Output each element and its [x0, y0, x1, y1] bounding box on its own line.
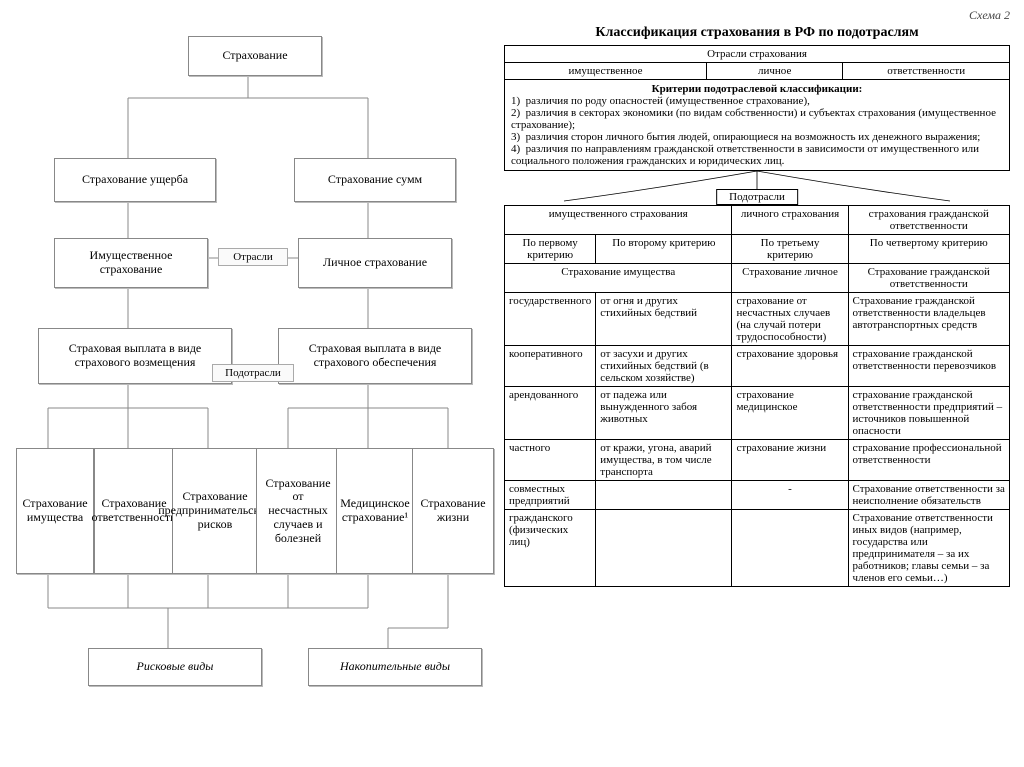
right-panel: Схема 2 Классификация страхования в РФ п…	[504, 8, 1010, 748]
node-risk-types: Рисковые виды	[88, 648, 262, 686]
branch-col: имущественное	[505, 63, 707, 80]
criteria-header: Критерии подотраслевой классификации:	[511, 83, 1003, 95]
th: Страхование имущества	[505, 264, 732, 293]
flowchart: Страхование Страхование ущерба Страхован…	[8, 8, 488, 748]
th: По четвертому критерию	[848, 235, 1009, 264]
criteria-item: 3) различия сторон личного бытия людей, …	[511, 131, 1003, 143]
th: имущественного страхования	[505, 206, 732, 235]
node-personal: Личное страхование	[298, 238, 452, 288]
leaf-medical: Медицинское страхование¹	[336, 448, 414, 574]
table-row: гражданского (физических лиц) Страховани…	[505, 510, 1010, 587]
th: По второму критерию	[596, 235, 732, 264]
node-damage: Страхование ущерба	[54, 158, 216, 202]
criteria-item: 4) различия по направлениям гражданской …	[511, 143, 1003, 167]
th: страхования гражданской ответственности	[848, 206, 1009, 235]
leaf-property: Страхование имущества	[16, 448, 94, 574]
node-sums: Страхование сумм	[294, 158, 456, 202]
branches-header: Отрасли страхования	[505, 46, 1010, 63]
right-title: Классификация страхования в РФ по подотр…	[504, 25, 1010, 41]
th: По третьему критерию	[732, 235, 848, 264]
main-table: имущественного страхования личного страх…	[504, 205, 1010, 587]
branch-col: ответственности	[843, 63, 1010, 80]
th: Страхование личное	[732, 264, 848, 293]
node-compensation: Страховая выплата в виде страхового возм…	[38, 328, 232, 384]
label-branches: Отрасли	[218, 248, 288, 266]
criteria-item: 2) различия в секторах экономики (по вид…	[511, 107, 1003, 131]
leaf-business: Страхование предпринимательских рисков	[172, 448, 258, 574]
th: Страхование гражданской ответственности	[848, 264, 1009, 293]
leaf-accident: Страхование от несчастных случаев и боле…	[256, 448, 340, 574]
th: личного страхования	[732, 206, 848, 235]
node-provision: Страховая выплата в виде страхового обес…	[278, 328, 472, 384]
branch-col: личное	[707, 63, 843, 80]
node-root: Страхование	[188, 36, 322, 76]
branches-table: Отрасли страхования имущественное личное…	[504, 45, 1010, 80]
subbranch-label: Подотрасли	[716, 189, 798, 205]
leaf-life: Страхование жизни	[412, 448, 494, 574]
table-row: кооперативного от засухи и других стихий…	[505, 346, 1010, 387]
table-row: частного от кражи, угона, аварий имущест…	[505, 440, 1010, 481]
table-row: совместных предприятий - Страхование отв…	[505, 481, 1010, 510]
label-subbranches: Подотрасли	[212, 364, 294, 382]
node-property: Имущественное страхование	[54, 238, 208, 288]
node-savings-types: Накопительные виды	[308, 648, 482, 686]
table-row: арендованного от падежа или вынужденного…	[505, 387, 1010, 440]
branch-connector: Подотрасли	[504, 171, 1010, 205]
scheme-label: Схема 2	[504, 8, 1010, 23]
th: По первому критерию	[505, 235, 596, 264]
criteria-block: Критерии подотраслевой классификации: 1)…	[504, 80, 1010, 171]
table-row: государственного от огня и других стихий…	[505, 293, 1010, 346]
criteria-item: 1) различия по роду опасностей (имуществ…	[511, 95, 1003, 107]
